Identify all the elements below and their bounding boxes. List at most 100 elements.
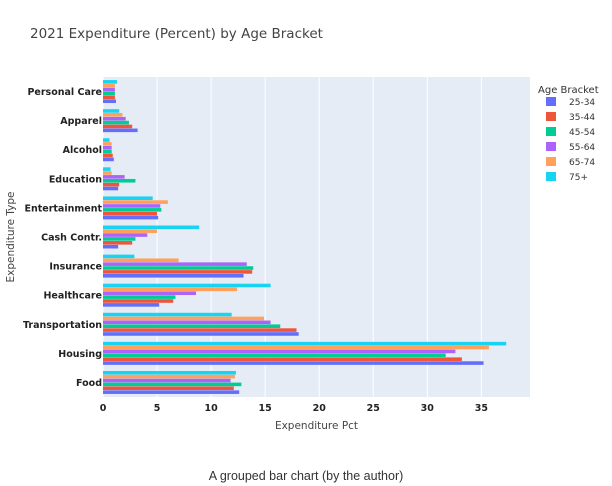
- bar-55-64[interactable]: [103, 349, 456, 354]
- bar-65-74[interactable]: [103, 171, 112, 175]
- bar-35-44[interactable]: [103, 357, 462, 361]
- bar-25-34[interactable]: [103, 361, 484, 365]
- bar-75+[interactable]: [103, 225, 200, 230]
- category-label: Education: [49, 174, 102, 185]
- x-axis-title: Expenditure Pct: [275, 420, 358, 432]
- bar-35-44[interactable]: [103, 124, 133, 129]
- figure-caption: A grouped bar chart (by the author): [208, 469, 404, 483]
- bar-45-54[interactable]: [103, 295, 176, 299]
- bar-45-54[interactable]: [103, 178, 136, 183]
- legend-swatch[interactable]: [546, 127, 556, 136]
- legend-swatch[interactable]: [546, 172, 556, 181]
- bar-25-34[interactable]: [103, 186, 119, 191]
- bar-75+[interactable]: [103, 80, 118, 84]
- bar-25-34[interactable]: [103, 99, 116, 104]
- category-labels: Food Housing Transportation Healthcare Insur…: [23, 87, 102, 389]
- bars: [103, 80, 507, 394]
- bar-65-74[interactable]: [103, 142, 112, 146]
- bar-45-54[interactable]: [103, 149, 112, 154]
- bar-45-54[interactable]: [103, 353, 446, 358]
- x-tick-label: 10: [204, 403, 218, 414]
- category-label: Food: [76, 378, 102, 389]
- bar-35-44[interactable]: [103, 328, 297, 332]
- category-label: Personal Care: [27, 87, 102, 98]
- bar-45-54[interactable]: [103, 266, 254, 270]
- bar-55-64[interactable]: [103, 116, 126, 121]
- x-tick-label: 5: [154, 403, 161, 414]
- bar-55-64[interactable]: [103, 320, 271, 325]
- category-label: Healthcare: [43, 291, 102, 302]
- bar-35-44[interactable]: [103, 211, 158, 216]
- legend-swatch[interactable]: [546, 97, 556, 106]
- bar-35-44[interactable]: [103, 153, 113, 158]
- category-label: Housing: [58, 349, 102, 360]
- bar-65-74[interactable]: [103, 374, 235, 379]
- bar-25-34[interactable]: [103, 332, 299, 336]
- legend-swatch[interactable]: [546, 112, 556, 121]
- category-label: Apparel: [60, 116, 102, 127]
- bar-55-64[interactable]: [103, 145, 112, 150]
- bar-55-64[interactable]: [103, 378, 231, 383]
- bar-55-64[interactable]: [103, 291, 196, 296]
- bar-75+[interactable]: [103, 138, 110, 142]
- bar-25-34[interactable]: [103, 244, 119, 249]
- category-label: Transportation: [23, 320, 102, 331]
- bar-55-64[interactable]: [103, 87, 115, 92]
- legend-items: 25-34 35-44 45-54 55-64 65-74 75+: [546, 97, 595, 183]
- bar-75+[interactable]: [103, 283, 271, 288]
- bar-45-54[interactable]: [103, 208, 162, 212]
- legend-label[interactable]: 55-64: [569, 143, 595, 153]
- bar-35-44[interactable]: [103, 241, 133, 245]
- bar-35-44[interactable]: [103, 95, 115, 100]
- bar-75+[interactable]: [103, 254, 135, 259]
- bar-75+[interactable]: [103, 312, 232, 317]
- bar-65-74[interactable]: [103, 113, 123, 117]
- bar-65-74[interactable]: [103, 200, 168, 204]
- bar-75+[interactable]: [103, 109, 120, 113]
- bar-65-74[interactable]: [103, 316, 265, 321]
- bar-45-54[interactable]: [103, 237, 136, 241]
- bar-45-54[interactable]: [103, 324, 281, 329]
- category-label: Insurance: [49, 262, 102, 273]
- bar-25-34[interactable]: [103, 303, 160, 307]
- bar-55-64[interactable]: [103, 233, 148, 237]
- bar-35-44[interactable]: [103, 386, 234, 391]
- bar-25-34[interactable]: [103, 157, 114, 162]
- bar-25-34[interactable]: [103, 390, 240, 394]
- bar-45-54[interactable]: [103, 91, 115, 96]
- legend-label[interactable]: 75+: [569, 173, 588, 183]
- bar-65-74[interactable]: [103, 345, 489, 350]
- x-tick-label: 15: [259, 403, 272, 414]
- legend-label[interactable]: 65-74: [569, 158, 595, 168]
- bar-65-74[interactable]: [103, 83, 115, 88]
- bar-75+[interactable]: [103, 370, 236, 375]
- bar-25-34[interactable]: [103, 128, 138, 133]
- bar-45-54[interactable]: [103, 382, 242, 387]
- bar-65-74[interactable]: [103, 258, 179, 263]
- legend[interactable]: Age Bracket 25-34 35-44 45-54 55-64 65-74 75+: [538, 85, 599, 183]
- x-tick-label: 30: [421, 403, 435, 414]
- bar-75+[interactable]: [103, 341, 507, 346]
- x-tick-label: 20: [313, 403, 327, 414]
- bar-25-34[interactable]: [103, 273, 244, 278]
- bar-35-44[interactable]: [103, 299, 174, 303]
- legend-label[interactable]: 25-34: [569, 98, 595, 108]
- bar-35-44[interactable]: [103, 182, 120, 187]
- bar-55-64[interactable]: [103, 262, 247, 266]
- bar-25-34[interactable]: [103, 215, 159, 220]
- bar-55-64[interactable]: [103, 204, 161, 208]
- legend-swatch[interactable]: [546, 142, 556, 151]
- legend-title: Age Bracket: [538, 85, 599, 96]
- bar-75+[interactable]: [103, 196, 153, 201]
- bar-45-54[interactable]: [103, 120, 129, 125]
- bar-75+[interactable]: [103, 167, 111, 171]
- legend-label[interactable]: 35-44: [569, 113, 595, 123]
- bar-35-44[interactable]: [103, 270, 253, 274]
- bar-65-74[interactable]: [103, 229, 158, 233]
- bar-55-64[interactable]: [103, 175, 125, 179]
- legend-label[interactable]: 45-54: [569, 128, 595, 138]
- bar-65-74[interactable]: [103, 287, 238, 292]
- legend-swatch[interactable]: [546, 157, 556, 166]
